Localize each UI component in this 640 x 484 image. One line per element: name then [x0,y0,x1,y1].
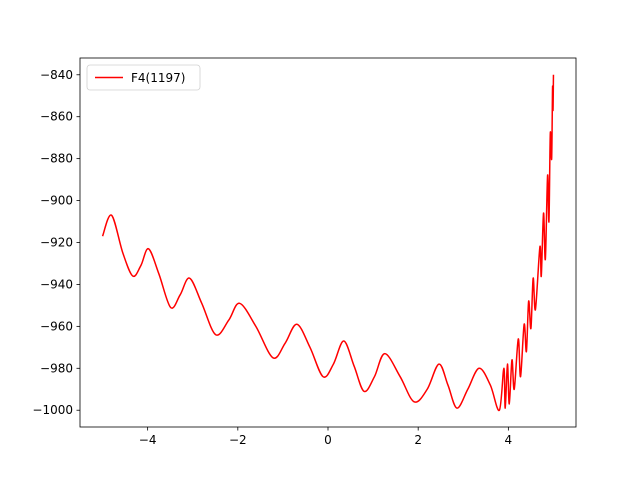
y-tick-label: −900 [40,194,73,208]
legend-label: F4(1197) [131,71,185,85]
x-tick-label: 0 [324,433,332,447]
x-tick-label: 2 [414,433,422,447]
y-tick-label: −1000 [32,403,73,417]
y-tick-label: −940 [40,277,73,291]
x-tick-label: −4 [139,433,157,447]
line-series [101,74,555,411]
y-tick-label: −960 [40,319,73,333]
plot-frame [79,57,577,428]
y-tick-label: −860 [40,110,73,124]
x-tick-label: 4 [505,433,513,447]
y-tick-label: −980 [40,361,73,375]
x-tick-label: −2 [229,433,247,447]
y-tick-label: −880 [40,152,73,166]
y-tick-label: −840 [40,68,73,82]
y-tick-label: −920 [40,236,73,250]
legend-box [86,64,201,91]
